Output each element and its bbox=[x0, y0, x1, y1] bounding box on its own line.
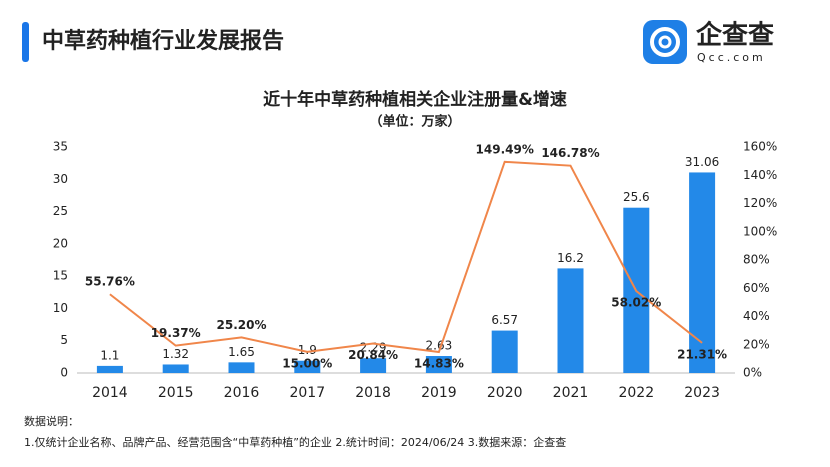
y-tick-label: 10 bbox=[53, 301, 68, 315]
y-tick-label: 25 bbox=[53, 204, 68, 218]
bar-value-label: 1.1 bbox=[100, 348, 119, 362]
note: 数据说明： bbox=[24, 414, 79, 428]
bar bbox=[557, 268, 584, 373]
bar-value-label: 31.06 bbox=[685, 155, 719, 169]
y2-tick-label: 20% bbox=[743, 337, 770, 351]
y-tick-label: 15 bbox=[53, 269, 68, 283]
bar-value-label: 25.6 bbox=[623, 190, 650, 204]
x-tick-label: 2019 bbox=[421, 385, 457, 401]
line-value-label: 15.00% bbox=[282, 356, 332, 370]
bar bbox=[360, 358, 387, 373]
bar-value-label: 1.65 bbox=[228, 345, 255, 359]
y-tick-label: 0 bbox=[60, 366, 68, 380]
line-value-label: 149.49% bbox=[476, 142, 534, 156]
line-value-label: 19.37% bbox=[151, 326, 201, 340]
line-value-label: 14.83% bbox=[414, 357, 464, 371]
y2-tick-label: 80% bbox=[743, 253, 770, 267]
logo-ring bbox=[650, 27, 680, 57]
bar-value-label: 16.2 bbox=[557, 251, 584, 265]
bar bbox=[689, 172, 716, 373]
line-value-label: 58.02% bbox=[611, 296, 661, 310]
x-tick-label: 2022 bbox=[618, 385, 654, 401]
page-title: 中草药种植行业发展报告 bbox=[42, 28, 284, 54]
x-tick-label: 2020 bbox=[487, 385, 523, 401]
y2-tick-label: 0% bbox=[743, 366, 762, 380]
y2-tick-label: 140% bbox=[743, 168, 777, 182]
y-tick-label: 20 bbox=[53, 236, 68, 250]
line-value-label: 146.78% bbox=[541, 146, 599, 160]
note: 1.仅统计企业名称、品牌产品、经营范围含“中草药种植”的企业 2.统计时间：20… bbox=[24, 435, 566, 449]
chart-subtitle: （单位：万家） bbox=[369, 114, 460, 130]
line-value-label: 21.31% bbox=[677, 347, 727, 361]
y2-tick-label: 160% bbox=[743, 140, 777, 154]
bar bbox=[96, 365, 123, 373]
brand-url: Qcc.com bbox=[697, 51, 766, 64]
bar-value-label: 2.63 bbox=[426, 339, 453, 353]
logo-icon bbox=[643, 20, 687, 64]
line-value-label: 20.84% bbox=[348, 348, 398, 362]
chart-title: 近十年中草药种植相关企业注册量&增速 bbox=[263, 89, 567, 110]
x-tick-label: 2016 bbox=[224, 385, 260, 401]
x-tick-label: 2018 bbox=[355, 385, 391, 401]
y2-tick-label: 100% bbox=[743, 224, 777, 238]
x-tick-label: 2017 bbox=[289, 385, 325, 401]
y2-tick-label: 120% bbox=[743, 196, 777, 210]
logo-ring-inner bbox=[658, 35, 672, 49]
bar bbox=[228, 362, 255, 373]
y-tick-label: 5 bbox=[60, 333, 68, 347]
x-tick-label: 2021 bbox=[553, 385, 589, 401]
growth-line bbox=[109, 160, 703, 354]
y2-tick-label: 60% bbox=[743, 281, 770, 295]
brand: 企查查 bbox=[696, 20, 774, 51]
bar-value-label: 6.57 bbox=[491, 313, 518, 327]
x-tick-label: 2015 bbox=[158, 385, 194, 401]
bar bbox=[162, 364, 189, 373]
bar bbox=[491, 330, 518, 373]
bar bbox=[425, 356, 452, 373]
x-tick-label: 2014 bbox=[92, 385, 128, 401]
bar-value-label: 1.9 bbox=[298, 343, 317, 357]
y-tick-label: 30 bbox=[53, 172, 68, 186]
bar-value-label: 1.32 bbox=[162, 347, 189, 361]
title-accent bbox=[22, 22, 29, 62]
y2-tick-label: 40% bbox=[743, 309, 770, 323]
line-value-label: 25.20% bbox=[217, 318, 267, 332]
x-tick-label: 2023 bbox=[684, 385, 720, 401]
line-value-label: 55.76% bbox=[85, 275, 135, 289]
bar bbox=[294, 360, 321, 373]
y-tick-label: 35 bbox=[53, 140, 68, 154]
